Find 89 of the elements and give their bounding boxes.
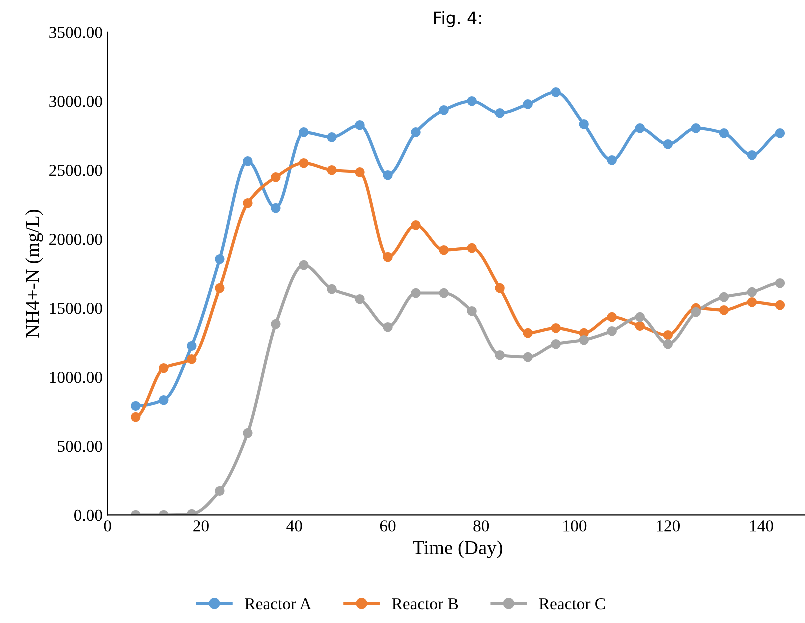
y-tick-label: 2000.00: [50, 234, 102, 246]
point: [495, 350, 505, 360]
y-tick-label: 3500.00: [50, 27, 102, 38]
x-tick-label: 20: [194, 520, 209, 532]
legend-label: Reactor B: [392, 598, 458, 610]
point: [663, 140, 674, 150]
point: [243, 156, 253, 166]
point: [691, 307, 702, 318]
y-tick-label: 3000.00: [50, 96, 102, 108]
point: [775, 278, 786, 288]
point: [411, 220, 421, 230]
point: [355, 294, 365, 304]
x-tick-label: 0: [104, 520, 112, 532]
point: [495, 108, 505, 118]
point: [411, 288, 421, 298]
point: [719, 292, 730, 302]
point: [215, 254, 225, 264]
point: [523, 100, 533, 110]
point: [635, 321, 645, 332]
point: [719, 128, 730, 138]
point: [691, 124, 702, 134]
point: [467, 243, 477, 254]
x-axis-title: Time (Day): [413, 540, 502, 558]
point: [439, 105, 449, 116]
point: [635, 124, 645, 134]
point: [747, 287, 758, 298]
x-tick-label: 40: [286, 520, 302, 532]
point: [299, 260, 309, 270]
point: [467, 306, 477, 316]
point: [607, 312, 617, 322]
legend-label: Reactor A: [245, 598, 312, 610]
point: [607, 326, 617, 336]
point: [215, 486, 225, 496]
point: [271, 172, 281, 182]
point: [775, 128, 786, 138]
point: [187, 354, 197, 364]
point: [131, 412, 141, 422]
point: [327, 132, 337, 142]
point: [383, 252, 393, 262]
point: [159, 363, 169, 374]
x-tick-label: 100: [564, 520, 587, 532]
point: [495, 283, 505, 294]
point: [383, 170, 393, 180]
point: [299, 128, 309, 138]
point: [523, 328, 533, 338]
chart-title: Fig. 4:: [434, 11, 482, 28]
y-tick-label: 0.00: [74, 510, 102, 522]
point: [551, 339, 561, 350]
point: [299, 158, 309, 168]
point: [747, 298, 758, 308]
point: [579, 120, 589, 130]
x-tick-label: 80: [474, 520, 490, 532]
point: [663, 339, 674, 350]
point: [439, 245, 449, 256]
point: [523, 352, 533, 362]
point: [243, 428, 253, 438]
point: [159, 395, 169, 406]
point: [215, 283, 225, 294]
point: [327, 284, 337, 294]
x-tick-label: 140: [750, 520, 774, 532]
legend-label: Reactor C: [539, 598, 606, 610]
point: [607, 156, 617, 166]
point: [271, 203, 281, 214]
point: [551, 323, 561, 334]
y-tick-label: 500.00: [58, 440, 102, 452]
point: [775, 300, 786, 310]
point: [467, 96, 477, 106]
point: [383, 322, 393, 332]
y-tick-label: 2500.00: [50, 165, 102, 176]
point: [187, 341, 197, 352]
y-tick-label: 1000.00: [50, 372, 102, 384]
x-tick-label: 60: [380, 520, 396, 532]
point: [327, 165, 337, 176]
point: [579, 335, 589, 346]
x-tick-label: 120: [657, 520, 680, 532]
point: [355, 120, 365, 130]
point: [271, 319, 281, 330]
y-tick-label: 1500.00: [50, 302, 102, 314]
point: [243, 198, 253, 208]
point: [355, 168, 365, 178]
point: [439, 288, 449, 298]
point: [719, 306, 730, 316]
point: [663, 330, 674, 340]
point: [635, 312, 645, 322]
point: [551, 88, 561, 98]
point: [131, 401, 141, 412]
y-axis-title: NH4+-N (mg/L): [26, 210, 44, 338]
point: [747, 150, 758, 160]
point: [411, 128, 421, 138]
